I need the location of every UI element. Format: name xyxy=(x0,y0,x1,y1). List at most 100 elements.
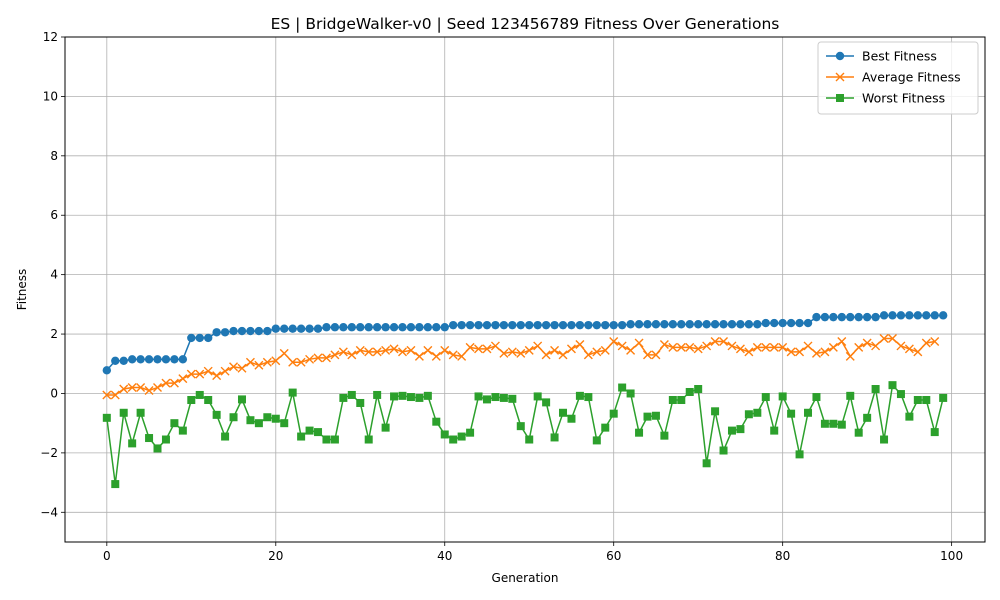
worst-fitness-series xyxy=(102,381,948,489)
average-fitness-point xyxy=(828,342,838,352)
worst-fitness-point xyxy=(457,432,466,441)
worst-fitness-point xyxy=(187,396,196,405)
worst-fitness-point xyxy=(727,426,736,435)
average-fitness-point xyxy=(372,347,382,357)
best-fitness-point xyxy=(474,320,483,330)
worst-fitness-point xyxy=(761,393,770,402)
worst-fitness-point xyxy=(314,428,323,437)
worst-fitness-point xyxy=(939,393,948,402)
average-fitness-point xyxy=(862,338,872,348)
worst-fitness-point xyxy=(381,423,390,432)
worst-fitness-point xyxy=(812,393,821,402)
average-fitness-point xyxy=(305,354,315,364)
best-fitness-point xyxy=(102,366,112,375)
worst-fitness-point xyxy=(871,385,880,394)
best-fitness-point xyxy=(820,312,830,322)
best-fitness-point xyxy=(144,355,154,364)
average-fitness-point xyxy=(702,341,712,351)
best-fitness-point xyxy=(617,320,627,330)
average-fitness-point xyxy=(676,342,686,352)
worst-fitness-point xyxy=(280,419,289,428)
average-fitness-point xyxy=(195,369,205,379)
best-fitness-point xyxy=(803,318,813,328)
average-fitness-point xyxy=(778,342,788,352)
best-fitness-point xyxy=(592,320,602,330)
average-fitness-point xyxy=(516,348,526,358)
worst-fitness-point xyxy=(880,435,889,444)
average-fitness-point xyxy=(533,341,543,351)
average-fitness-point xyxy=(752,342,762,352)
best-fitness-point xyxy=(508,320,517,330)
best-fitness-point xyxy=(786,318,796,328)
best-fitness-point xyxy=(930,311,939,320)
worst-fitness-point xyxy=(787,409,796,418)
average-fitness-point xyxy=(490,341,500,351)
worst-fitness-point xyxy=(229,413,238,422)
average-fitness-legend-marker xyxy=(835,72,845,82)
average-fitness-point xyxy=(921,338,931,348)
best-fitness-point xyxy=(879,311,889,320)
average-fitness-point xyxy=(414,351,424,361)
plot-frame xyxy=(64,36,986,543)
worst-fitness-point xyxy=(102,413,111,422)
best-fitness-point xyxy=(913,311,923,320)
worst-fitness-point xyxy=(719,446,728,455)
worst-fitness-point xyxy=(246,416,255,425)
best-fitness-point xyxy=(626,320,635,329)
worst-fitness-point xyxy=(356,398,365,407)
worst-fitness-point xyxy=(145,434,154,443)
best-fitness-point xyxy=(339,323,348,332)
average-fitness-point xyxy=(440,345,450,355)
best-fitness-point xyxy=(668,320,678,329)
best-fitness-point xyxy=(778,318,787,328)
average-fitness-point xyxy=(820,347,830,357)
best-fitness-point xyxy=(525,320,534,330)
average-fitness-point xyxy=(178,374,188,384)
average-fitness-point xyxy=(203,366,213,376)
worst-fitness-point xyxy=(170,419,179,428)
average-fitness-point xyxy=(127,383,137,393)
average-fitness-point xyxy=(212,371,222,381)
best-fitness-point xyxy=(111,356,120,365)
average-fitness-point xyxy=(271,356,281,366)
worst-fitness-point xyxy=(499,393,508,402)
average-fitness-point xyxy=(879,334,889,344)
best-fitness-point xyxy=(229,326,238,336)
average-fitness-point xyxy=(710,336,720,346)
worst-fitness-point xyxy=(533,392,542,401)
y-tick-label: 10 xyxy=(43,89,58,103)
chart-title: ES | BridgeWalker-v0 | Seed 123456789 Fi… xyxy=(271,15,780,33)
average-fitness-point xyxy=(296,357,306,367)
average-fitness-point xyxy=(541,350,551,360)
average-fitness-point xyxy=(887,334,897,344)
worst-fitness-point xyxy=(753,408,762,417)
best-fitness-point xyxy=(423,323,433,332)
series-layer xyxy=(102,311,948,489)
best-fitness-point xyxy=(693,320,703,329)
x-tick-label: 80 xyxy=(775,549,790,563)
worst-fitness-point xyxy=(550,433,559,442)
best-fitness-point xyxy=(406,323,416,332)
worst-fitness-point xyxy=(136,408,145,417)
best-fitness-point xyxy=(677,320,686,329)
best-fitness-point xyxy=(161,355,171,364)
best-fitness-point xyxy=(896,311,906,320)
best-fitness-point xyxy=(609,320,618,330)
best-fitness-point xyxy=(448,320,458,330)
average-fitness-point xyxy=(634,338,644,348)
worst-fitness-point xyxy=(575,391,584,400)
average-fitness-point xyxy=(313,353,323,363)
average-fitness-point xyxy=(727,341,737,351)
average-fitness-point xyxy=(330,350,340,360)
best-fitness-point xyxy=(727,320,737,329)
y-tick-label: 8 xyxy=(50,149,58,163)
best-fitness-point xyxy=(710,320,720,329)
worst-fitness-point xyxy=(829,419,838,428)
worst-fitness-point xyxy=(863,413,872,422)
best-fitness-point xyxy=(888,311,897,320)
best-fitness-point xyxy=(643,320,652,329)
best-fitness-point xyxy=(846,312,855,322)
average-fitness-point xyxy=(448,350,458,360)
best-fitness-point xyxy=(541,320,551,330)
worst-fitness-point xyxy=(508,394,517,403)
